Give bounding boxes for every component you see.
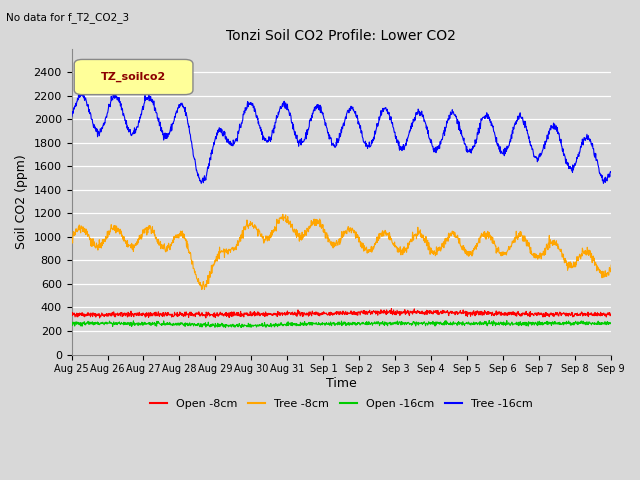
X-axis label: Time: Time bbox=[326, 377, 356, 390]
FancyBboxPatch shape bbox=[74, 60, 193, 95]
Text: TZ_soilco2: TZ_soilco2 bbox=[101, 72, 166, 82]
Title: Tonzi Soil CO2 Profile: Lower CO2: Tonzi Soil CO2 Profile: Lower CO2 bbox=[227, 29, 456, 43]
Text: No data for f_T2_CO2_3: No data for f_T2_CO2_3 bbox=[6, 12, 129, 23]
Legend: Open -8cm, Tree -8cm, Open -16cm, Tree -16cm: Open -8cm, Tree -8cm, Open -16cm, Tree -… bbox=[146, 394, 537, 413]
Y-axis label: Soil CO2 (ppm): Soil CO2 (ppm) bbox=[15, 154, 28, 249]
